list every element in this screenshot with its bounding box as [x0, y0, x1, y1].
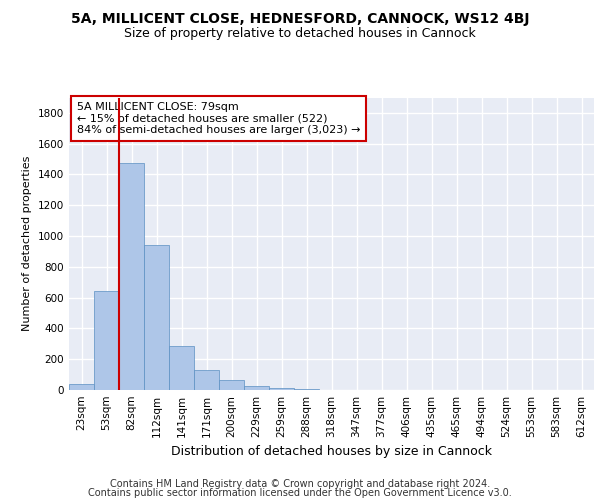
Y-axis label: Number of detached properties: Number of detached properties: [22, 156, 32, 332]
Bar: [244, 386, 269, 390]
Text: Size of property relative to detached houses in Cannock: Size of property relative to detached ho…: [124, 28, 476, 40]
Bar: [194, 370, 219, 390]
Text: Contains public sector information licensed under the Open Government Licence v3: Contains public sector information licen…: [88, 488, 512, 498]
Bar: [269, 388, 294, 390]
Bar: [94, 290, 119, 390]
Bar: [119, 163, 144, 390]
Bar: [294, 389, 319, 390]
Bar: [144, 246, 169, 390]
X-axis label: Distribution of detached houses by size in Cannock: Distribution of detached houses by size …: [171, 446, 492, 458]
Bar: [169, 346, 194, 390]
Bar: [69, 384, 94, 390]
Text: 5A, MILLICENT CLOSE, HEDNESFORD, CANNOCK, WS12 4BJ: 5A, MILLICENT CLOSE, HEDNESFORD, CANNOCK…: [71, 12, 529, 26]
Bar: [219, 380, 244, 390]
Text: Contains HM Land Registry data © Crown copyright and database right 2024.: Contains HM Land Registry data © Crown c…: [110, 479, 490, 489]
Text: 5A MILLICENT CLOSE: 79sqm
← 15% of detached houses are smaller (522)
84% of semi: 5A MILLICENT CLOSE: 79sqm ← 15% of detac…: [77, 102, 361, 135]
